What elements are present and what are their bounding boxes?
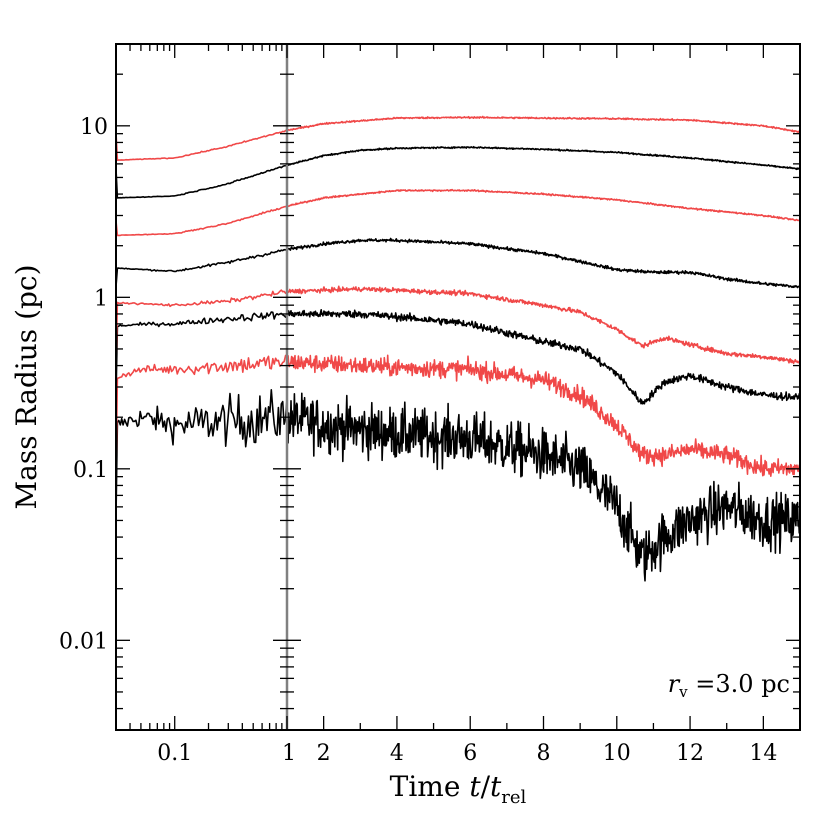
x-tick-label: 6 — [463, 741, 477, 766]
series-line-4 — [115, 285, 800, 365]
series-layer — [115, 115, 801, 582]
x-axis-label-sub: rel — [501, 787, 526, 808]
x-axis-label-prefix: Time — [390, 770, 470, 803]
x-axis-label-slash: / — [481, 770, 491, 803]
series-line-3 — [115, 309, 801, 405]
x-tick-label: 14 — [749, 741, 777, 766]
series-line-2 — [115, 354, 801, 477]
series-line-1 — [115, 389, 801, 582]
annotation-sub: v — [678, 683, 688, 701]
annotation-r: r — [668, 670, 681, 698]
y-tick-label: 0.01 — [59, 629, 108, 654]
x-tick-label: 12 — [676, 741, 704, 766]
x-tick-label: 10 — [603, 741, 631, 766]
series-line-7 — [115, 145, 800, 199]
x-tick-label: 2 — [317, 741, 331, 766]
x-axis-label: Time t/trel — [390, 770, 527, 808]
annotation-text: =3.0 pc — [688, 670, 790, 698]
ticks-layer — [115, 43, 801, 731]
y-tick-label: 1 — [94, 286, 108, 311]
y-tick-label: 10 — [80, 115, 108, 140]
y-tick-label: 0.1 — [73, 458, 108, 483]
series-line-8 — [115, 115, 800, 161]
x-tick-label: 1 — [282, 741, 296, 766]
x-tick-label: 8 — [537, 741, 551, 766]
x-axis-label-t: t — [469, 770, 481, 803]
series-line-6 — [115, 188, 800, 237]
y-axis-label: Mass Radius (pc) — [10, 264, 43, 509]
x-tick-label: 0.1 — [157, 741, 192, 766]
annotation: rv =3.0 pc — [668, 670, 790, 701]
series-line-5 — [115, 237, 800, 289]
x-tick-label: 4 — [390, 741, 404, 766]
plot-frame — [115, 43, 801, 731]
x-axis-label-trel: t — [490, 770, 502, 803]
